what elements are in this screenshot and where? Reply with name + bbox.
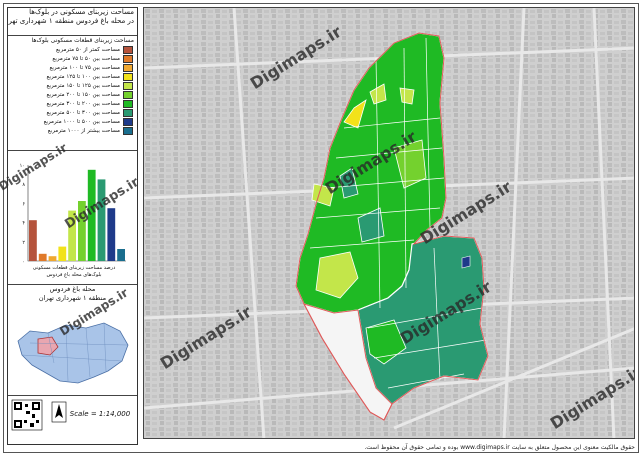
legend-heading: مساحت زیربنای قطعات مسکونی بلوک‌ها xyxy=(31,37,134,44)
info-box: Scale = 1:14,000 xyxy=(8,395,137,444)
chart-bar xyxy=(48,256,57,261)
chart-bar xyxy=(97,179,106,261)
legend-swatch xyxy=(123,45,133,54)
histogram-chart: ۱۰ ۸ ۶ ۴ ۲ ۰ درصد مساحت زیربنای قطعات مسکونیبل… xyxy=(20,163,126,278)
chart-bar xyxy=(58,246,67,261)
legend-swatch xyxy=(123,72,133,81)
y-tick-label: ۴ xyxy=(22,221,25,227)
y-tick-label: ۱۰ xyxy=(20,163,25,169)
legend: مساحت زیربنای قطعات مسکونی بلوک‌ها مساحت… xyxy=(8,36,137,140)
legend-swatch xyxy=(123,99,133,108)
chart-bar xyxy=(87,169,96,261)
legend-item: مساحت بین ۲۰۰ تا ۳۰۰ مترمربع xyxy=(8,99,137,108)
page-frame xyxy=(3,3,639,453)
legend-label: مساحت کمتر از ۵۰ مترمربع xyxy=(55,46,120,53)
district-locator-map xyxy=(17,322,129,384)
histogram-box: ۱۰ ۸ ۶ ۴ ۲ ۰ درصد مساحت زیربنای قطعات مسکونی بل… xyxy=(8,150,137,281)
legend-item: مساحت بین ۵۰۰ تا ۱۰۰۰ مترمربع xyxy=(8,117,137,126)
chart-bar xyxy=(107,208,116,261)
neighborhood-blocks[interactable] xyxy=(295,32,489,421)
chart-bar xyxy=(68,210,76,261)
map-title-line-2: در محله باغ فردوس منطقه ۱ شهرداری تهران xyxy=(8,17,134,25)
legend-label: مساحت بین ۲۰۰ تا ۳۰۰ مترمربع xyxy=(46,100,120,107)
chart-bar xyxy=(78,201,86,261)
legend-label: مساحت بین ۱۵۰ تا ۲۰۰ مترمربع xyxy=(46,91,120,98)
legend-item: مساحت بین ۱۵۰ تا ۲۰۰ مترمربع xyxy=(8,90,137,99)
chart-bar xyxy=(38,253,47,261)
legend-item: مساحت بین ۳۰۰ تا ۵۰۰ مترمربع xyxy=(8,108,137,117)
legend-swatch xyxy=(123,108,133,117)
map-canvas[interactable] xyxy=(144,8,635,439)
legend-item: مساحت بیشتر از ۱۰۰۰ مترمربع xyxy=(8,126,137,135)
legend-swatch xyxy=(123,63,133,72)
copyright-footer: حقوق مالکیت معنوی این محصول متعلق به سای… xyxy=(364,444,635,451)
legend-swatch xyxy=(123,54,133,63)
district-name: محله باغ فردوس xyxy=(49,285,96,293)
chart-caption: بلوک‌های محله باغ فردوس xyxy=(47,271,102,278)
y-tick-label: ۲ xyxy=(22,240,25,246)
legend-swatch xyxy=(123,81,133,90)
legend-item: مساحت بین ۵۰ تا ۷۵ مترمربع xyxy=(8,54,137,63)
map-view[interactable]: Digimaps.ir Digimaps.ir Digimaps.ir Digi… xyxy=(143,7,635,439)
district-locator: محله باغ فردوس منطقه ۱ شهرداری تهران xyxy=(8,284,137,395)
legend-label: مساحت بین ۵۰۰ تا ۱۰۰۰ مترمربع xyxy=(43,118,120,125)
legend-swatch xyxy=(123,90,133,99)
neighborhood-boundary xyxy=(295,32,489,421)
qr-code-icon xyxy=(11,399,43,431)
y-tick-label: ۶ xyxy=(22,201,25,207)
legend-label: مساحت بین ۷۵ تا ۱۰۰ مترمربع xyxy=(49,64,120,71)
legend-swatch xyxy=(123,117,133,126)
chart-bar xyxy=(117,249,125,261)
legend-label: مساحت بیشتر از ۱۰۰۰ مترمربع xyxy=(47,127,120,134)
legend-label: مساحت بین ۱۲۵ تا ۱۵۰ مترمربع xyxy=(46,82,120,89)
legend-item: مساحت بین ۱۰۰ تا ۱۲۵ مترمربع xyxy=(8,72,137,81)
legend-label: مساحت بین ۵۰ تا ۷۵ مترمربع xyxy=(52,55,120,62)
y-tick-label: ۰ xyxy=(22,259,25,265)
qr-and-scale: Scale = 1:14,000 xyxy=(11,399,131,431)
y-tick-label: ۸ xyxy=(22,182,25,188)
north-arrow-icon xyxy=(51,401,67,423)
legend-item: مساحت بین ۱۲۵ تا ۱۵۰ مترمربع xyxy=(8,81,137,90)
district-highlight xyxy=(37,336,59,356)
chart-bar xyxy=(29,220,37,261)
legend-item: مساحت کمتر از ۵۰ مترمربع xyxy=(8,45,137,54)
legend-label: مساحت بین ۳۰۰ تا ۵۰۰ مترمربع xyxy=(46,109,120,116)
legend-swatch xyxy=(123,126,133,135)
map-scale: Scale = 1:14,000 xyxy=(70,410,131,418)
chart-caption: درصد مساحت زیربنای قطعات مسکونی xyxy=(33,265,116,271)
district-region: منطقه ۱ شهرداری تهران xyxy=(38,294,107,302)
map-title-line-1: مساحت زیربنای مسکونی در بلوک‌ها xyxy=(29,8,134,16)
map-title-box: مساحت زیربنای مسکونی در بلوک‌ها در محله … xyxy=(8,8,137,36)
legend-item: مساحت بین ۷۵ تا ۱۰۰ مترمربع xyxy=(8,63,137,72)
legend-label: مساحت بین ۱۰۰ تا ۱۲۵ مترمربع xyxy=(46,73,120,80)
